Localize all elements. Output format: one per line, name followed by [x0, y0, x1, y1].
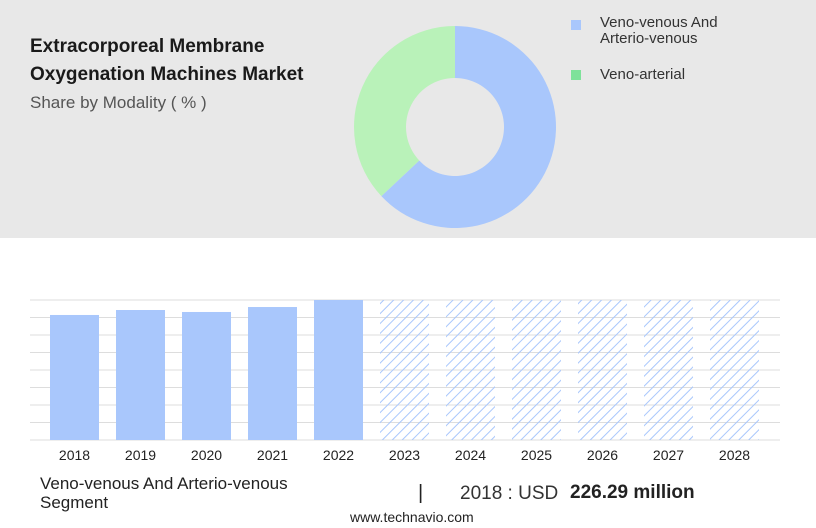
legend-label: Veno-venous And Arterio-venous [600, 14, 718, 47]
x-tick-label: 2018 [59, 447, 90, 463]
subtitle: Share by Modality ( % ) [30, 93, 207, 112]
x-tick-label: 2024 [455, 447, 486, 463]
x-tick-label: 2027 [653, 447, 684, 463]
bar [314, 300, 363, 440]
year-label: 2018 : USD [460, 483, 559, 504]
bar [182, 311, 231, 440]
bar [116, 310, 165, 440]
legend-swatch [571, 20, 581, 30]
legend-swatch [571, 70, 581, 80]
forecast-placeholder [380, 300, 429, 440]
separator: | [418, 482, 424, 504]
source: www.technavio.com [350, 509, 474, 525]
value-label: 226.29 million [570, 482, 695, 503]
forecast-placeholder [446, 300, 495, 440]
x-tick-label: 2028 [719, 447, 750, 463]
forecast-placeholder [710, 300, 759, 440]
x-tick-label: 2019 [125, 447, 156, 463]
forecast-placeholder [578, 300, 627, 440]
x-tick-label: 2026 [587, 447, 618, 463]
donut-slice [381, 26, 556, 228]
x-tick-label: 2020 [191, 447, 222, 463]
legend-label: Veno-arterial [600, 66, 686, 83]
donut-slice [354, 26, 455, 197]
x-tick-label: 2023 [389, 447, 420, 463]
x-tick-label: 2025 [521, 447, 552, 463]
forecast-placeholder [644, 300, 693, 440]
bar [248, 307, 297, 440]
forecast-placeholder [512, 300, 561, 440]
x-tick-label: 2022 [323, 447, 354, 463]
title: Extracorporeal Membrane Oxygenation Mach… [30, 36, 304, 85]
segment-label: Veno-venous And Arterio-venous Segment [40, 474, 288, 512]
bar [50, 314, 99, 440]
x-tick-label: 2021 [257, 447, 288, 463]
